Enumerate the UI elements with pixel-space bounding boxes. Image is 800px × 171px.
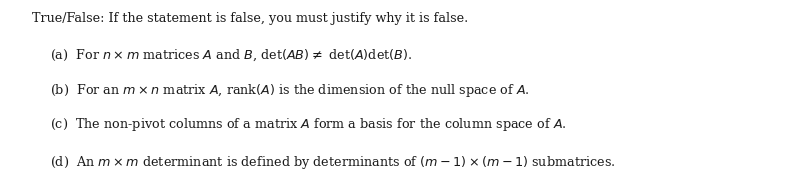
Text: (c)  The non-pivot columns of a matrix $A$ form a basis for the column space of : (c) The non-pivot columns of a matrix $A… [50,116,566,133]
Text: True/False: If the statement is false, you must justify why it is false.: True/False: If the statement is false, y… [32,12,468,25]
Text: (d)  An $m \times m$ determinant is defined by determinants of $(m-1) \times (m-: (d) An $m \times m$ determinant is defin… [50,154,615,171]
Text: (b)  For an $m \times n$ matrix $A$, rank$(A)$ is the dimension of the null spac: (b) For an $m \times n$ matrix $A$, rank… [50,82,530,99]
Text: (a)  For $n \times m$ matrices $A$ and $B$, det$(AB) \neq$ det$(A)$det$(B)$.: (a) For $n \times m$ matrices $A$ and $B… [50,48,412,63]
